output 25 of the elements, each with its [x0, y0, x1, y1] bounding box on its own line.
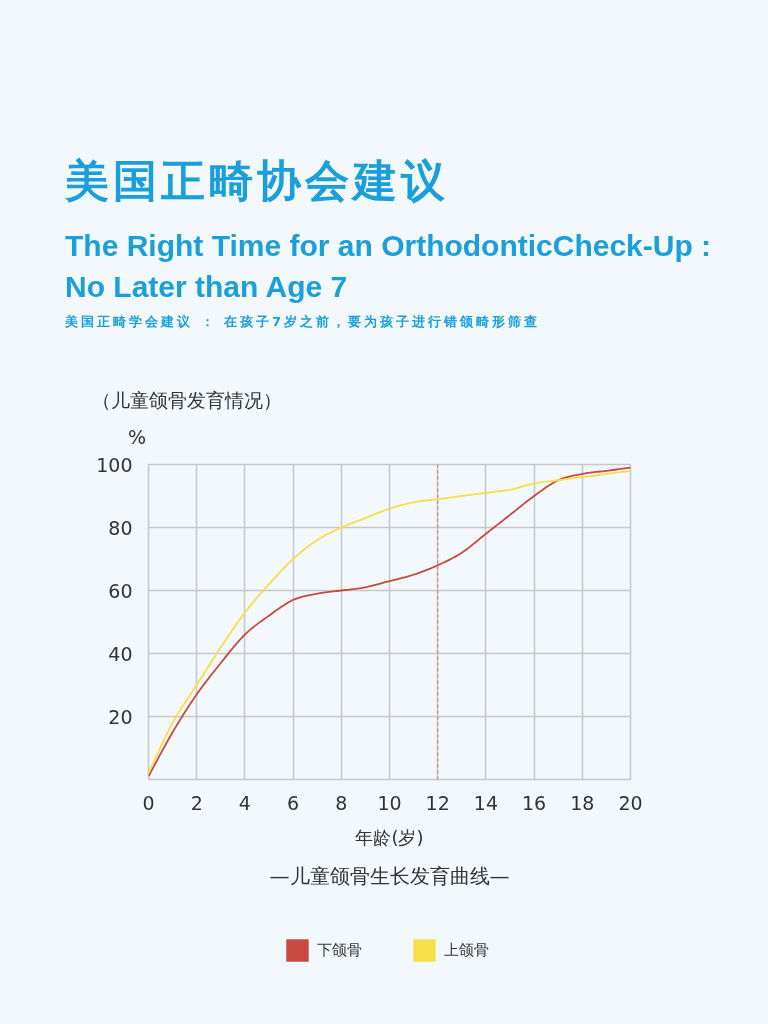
y-axis-title: %: [128, 425, 147, 450]
legend-label: 下颌骨: [317, 939, 362, 961]
chart-title: 美国正畸协会建议: [65, 154, 449, 208]
chart-subtitle: The Right Time for an OrthodonticCheck-Up : No Later than Age 7: [65, 228, 713, 305]
y-tick-label: 80: [108, 516, 133, 539]
x-tick-label: 4: [238, 791, 251, 814]
text: 美国正畸学会建议 ： 在孩子7岁之前，要为孩子进行错颌畸形筛查: [65, 313, 541, 331]
y-tick-label: 40: [108, 642, 133, 665]
x-tick-label: 20: [618, 791, 643, 814]
y-tick-label: 100: [96, 453, 133, 476]
x-tick-label: 6: [287, 791, 300, 814]
x-tick-label: 8: [335, 791, 348, 814]
text: （儿童颌骨发育情况）: [92, 388, 282, 413]
text: —儿童颌骨生长发育曲线—: [269, 863, 510, 888]
x-tick-label: 18: [570, 791, 595, 814]
x-tick-label: 12: [425, 791, 450, 814]
x-tick-label: 16: [522, 791, 547, 814]
x-tick-label: 10: [377, 791, 402, 814]
x-tick-label: 0: [142, 791, 155, 814]
y-tick-label: 20: [108, 705, 133, 728]
x-tick-label: 2: [190, 791, 203, 814]
legend-label: 上颌骨: [444, 939, 489, 961]
x-tick-label: 14: [473, 791, 498, 814]
x-axis-title: 年龄(岁): [355, 826, 424, 848]
y-tick-label: 60: [108, 579, 133, 602]
